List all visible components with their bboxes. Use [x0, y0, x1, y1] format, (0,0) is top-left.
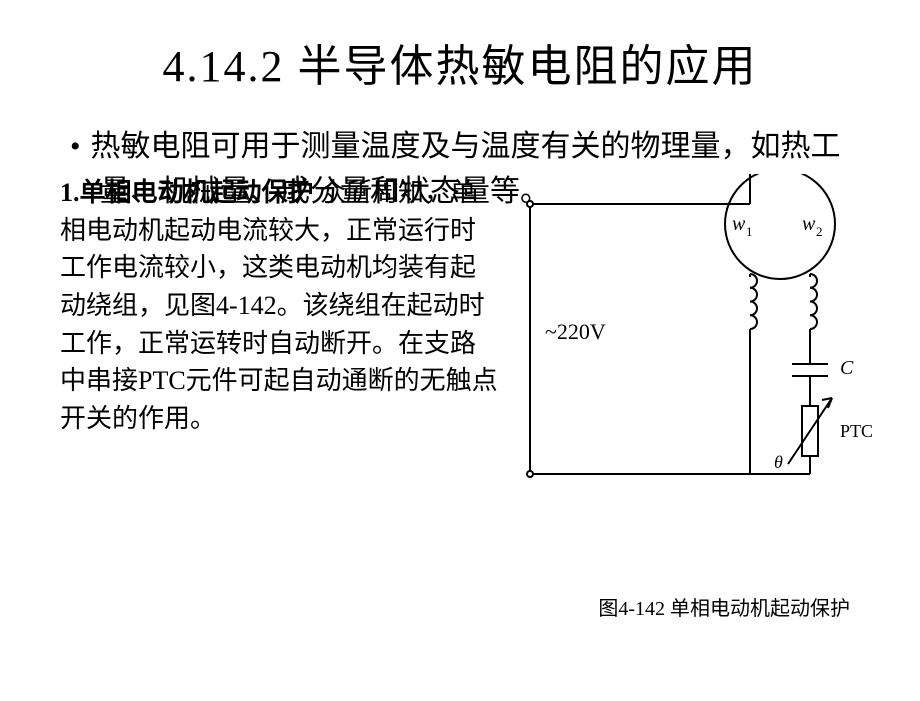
circuit-diagram: w1w2CPTCθ~220V: [500, 174, 900, 534]
figure-caption: 图4-142 单相电动机起动保护: [598, 592, 850, 621]
body-row: 1.单相电动机起动保护 众所周知，单相电动机起动电流较大，正常运行时工作电流较小…: [60, 174, 860, 534]
slide: 4.14.2 半导体热敏电阻的应用 热敏电阻可用于测量温度及与温度有关的物理量，…: [0, 0, 920, 701]
svg-text:w: w: [732, 213, 746, 235]
svg-text:PTC: PTC: [840, 421, 873, 441]
svg-text:2: 2: [816, 224, 823, 239]
body-text: 众所周知，单相电动机起动电流较大，正常运行时工作电流较小，这类电动机均装有起动绕…: [60, 178, 498, 433]
diagram-column: w1w2CPTCθ~220V: [500, 174, 900, 534]
svg-text:w: w: [802, 213, 816, 235]
svg-text:θ: θ: [774, 452, 783, 472]
svg-text:1: 1: [746, 224, 753, 239]
paragraph-column: 1.单相电动机起动保护 众所周知，单相电动机起动电流较大，正常运行时工作电流较小…: [60, 174, 500, 534]
slide-title: 4.14.2 半导体热敏电阻的应用: [60, 30, 860, 94]
sub-heading: 1.单相电动机起动保护: [60, 178, 320, 207]
svg-text:~220V: ~220V: [545, 319, 606, 344]
svg-text:C: C: [840, 357, 854, 379]
